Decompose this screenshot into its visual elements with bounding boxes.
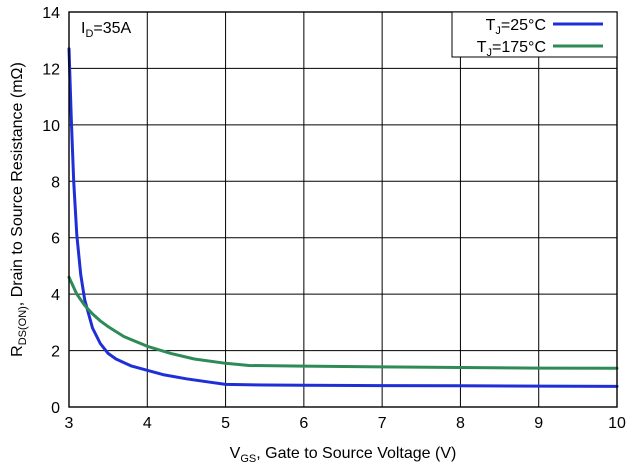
y-axis-label: RDS(ON), Drain to Source Resistance (mΩ) bbox=[9, 62, 29, 357]
x-tick-label: 8 bbox=[456, 415, 465, 432]
legend-label: TJ=25°C bbox=[486, 17, 546, 37]
x-axis-label: VGS, Gate to Source Voltage (V) bbox=[230, 445, 457, 465]
series-line-1 bbox=[67, 275, 619, 370]
y-tick-label: 10 bbox=[42, 118, 60, 135]
plot-frame bbox=[68, 11, 618, 408]
x-tick-label: 4 bbox=[143, 415, 152, 432]
ticks: 3 4 5 6 7 8 9 10 0 2 4 6 8 10 12 14 bbox=[42, 5, 626, 432]
y-tick-label: 6 bbox=[51, 231, 60, 248]
series-line-0 bbox=[67, 47, 619, 388]
y-tick-label: 8 bbox=[51, 174, 60, 191]
legend-entry-tj175: TJ=175°C bbox=[477, 39, 603, 59]
y-tick-label: 14 bbox=[42, 5, 60, 22]
x-tick-label: 10 bbox=[608, 415, 626, 432]
x-tick-label: 6 bbox=[299, 415, 308, 432]
series-layer bbox=[67, 47, 619, 388]
legend-label: TJ=175°C bbox=[477, 39, 546, 59]
annotation-label: ID=35A bbox=[81, 20, 132, 40]
x-tick-label: 5 bbox=[221, 415, 230, 432]
x-tick-label: 7 bbox=[378, 415, 387, 432]
y-tick-label: 12 bbox=[42, 61, 60, 78]
legend-box bbox=[451, 11, 618, 58]
y-tick-label: 4 bbox=[51, 287, 60, 304]
legend: TJ=25°C TJ=175°C bbox=[451, 11, 618, 59]
y-tick-label: 0 bbox=[51, 400, 60, 417]
grid bbox=[68, 11, 618, 408]
legend-entry-tj25: TJ=25°C bbox=[486, 17, 603, 37]
x-tick-label: 9 bbox=[534, 415, 543, 432]
x-tick-label: 3 bbox=[65, 415, 74, 432]
y-tick-label: 2 bbox=[51, 344, 60, 361]
